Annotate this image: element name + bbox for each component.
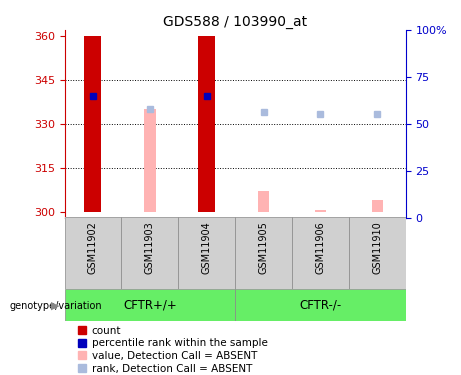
- Bar: [235, 289, 406, 321]
- Bar: [178, 217, 235, 289]
- Bar: [121, 217, 178, 289]
- Text: GSM11910: GSM11910: [372, 221, 382, 274]
- Bar: [372, 200, 383, 211]
- Text: GSM11904: GSM11904: [201, 221, 212, 274]
- Legend: count, percentile rank within the sample, value, Detection Call = ABSENT, rank, : count, percentile rank within the sample…: [78, 326, 267, 374]
- Bar: [315, 210, 326, 212]
- Bar: [65, 217, 121, 289]
- Text: GSM11902: GSM11902: [88, 221, 98, 274]
- Text: GSM11903: GSM11903: [145, 221, 155, 274]
- Bar: [84, 36, 101, 212]
- Bar: [235, 217, 292, 289]
- Bar: [349, 217, 406, 289]
- Bar: [198, 36, 215, 212]
- Text: CFTR+/+: CFTR+/+: [123, 298, 177, 311]
- Bar: [65, 289, 235, 321]
- Title: GDS588 / 103990_at: GDS588 / 103990_at: [163, 15, 307, 29]
- Text: ▶: ▶: [51, 301, 59, 310]
- Text: CFTR-/-: CFTR-/-: [299, 298, 342, 311]
- Text: GSM11906: GSM11906: [315, 221, 325, 274]
- Text: genotype/variation: genotype/variation: [9, 301, 102, 310]
- Bar: [258, 191, 269, 211]
- Text: GSM11905: GSM11905: [259, 221, 269, 274]
- Bar: [292, 217, 349, 289]
- Bar: [144, 109, 155, 211]
